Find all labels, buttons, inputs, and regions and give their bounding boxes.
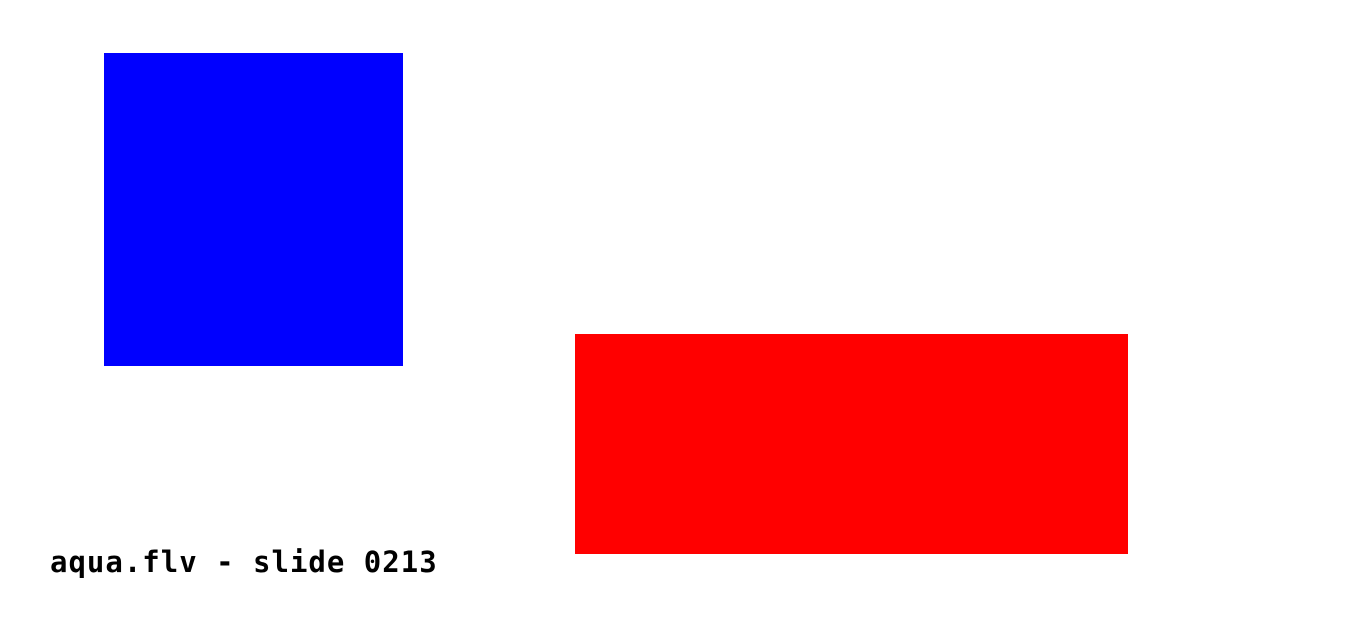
blue-rectangle: [104, 53, 403, 366]
red-rectangle: [575, 334, 1128, 554]
slide-caption: aqua.flv - slide 0213: [50, 545, 438, 579]
